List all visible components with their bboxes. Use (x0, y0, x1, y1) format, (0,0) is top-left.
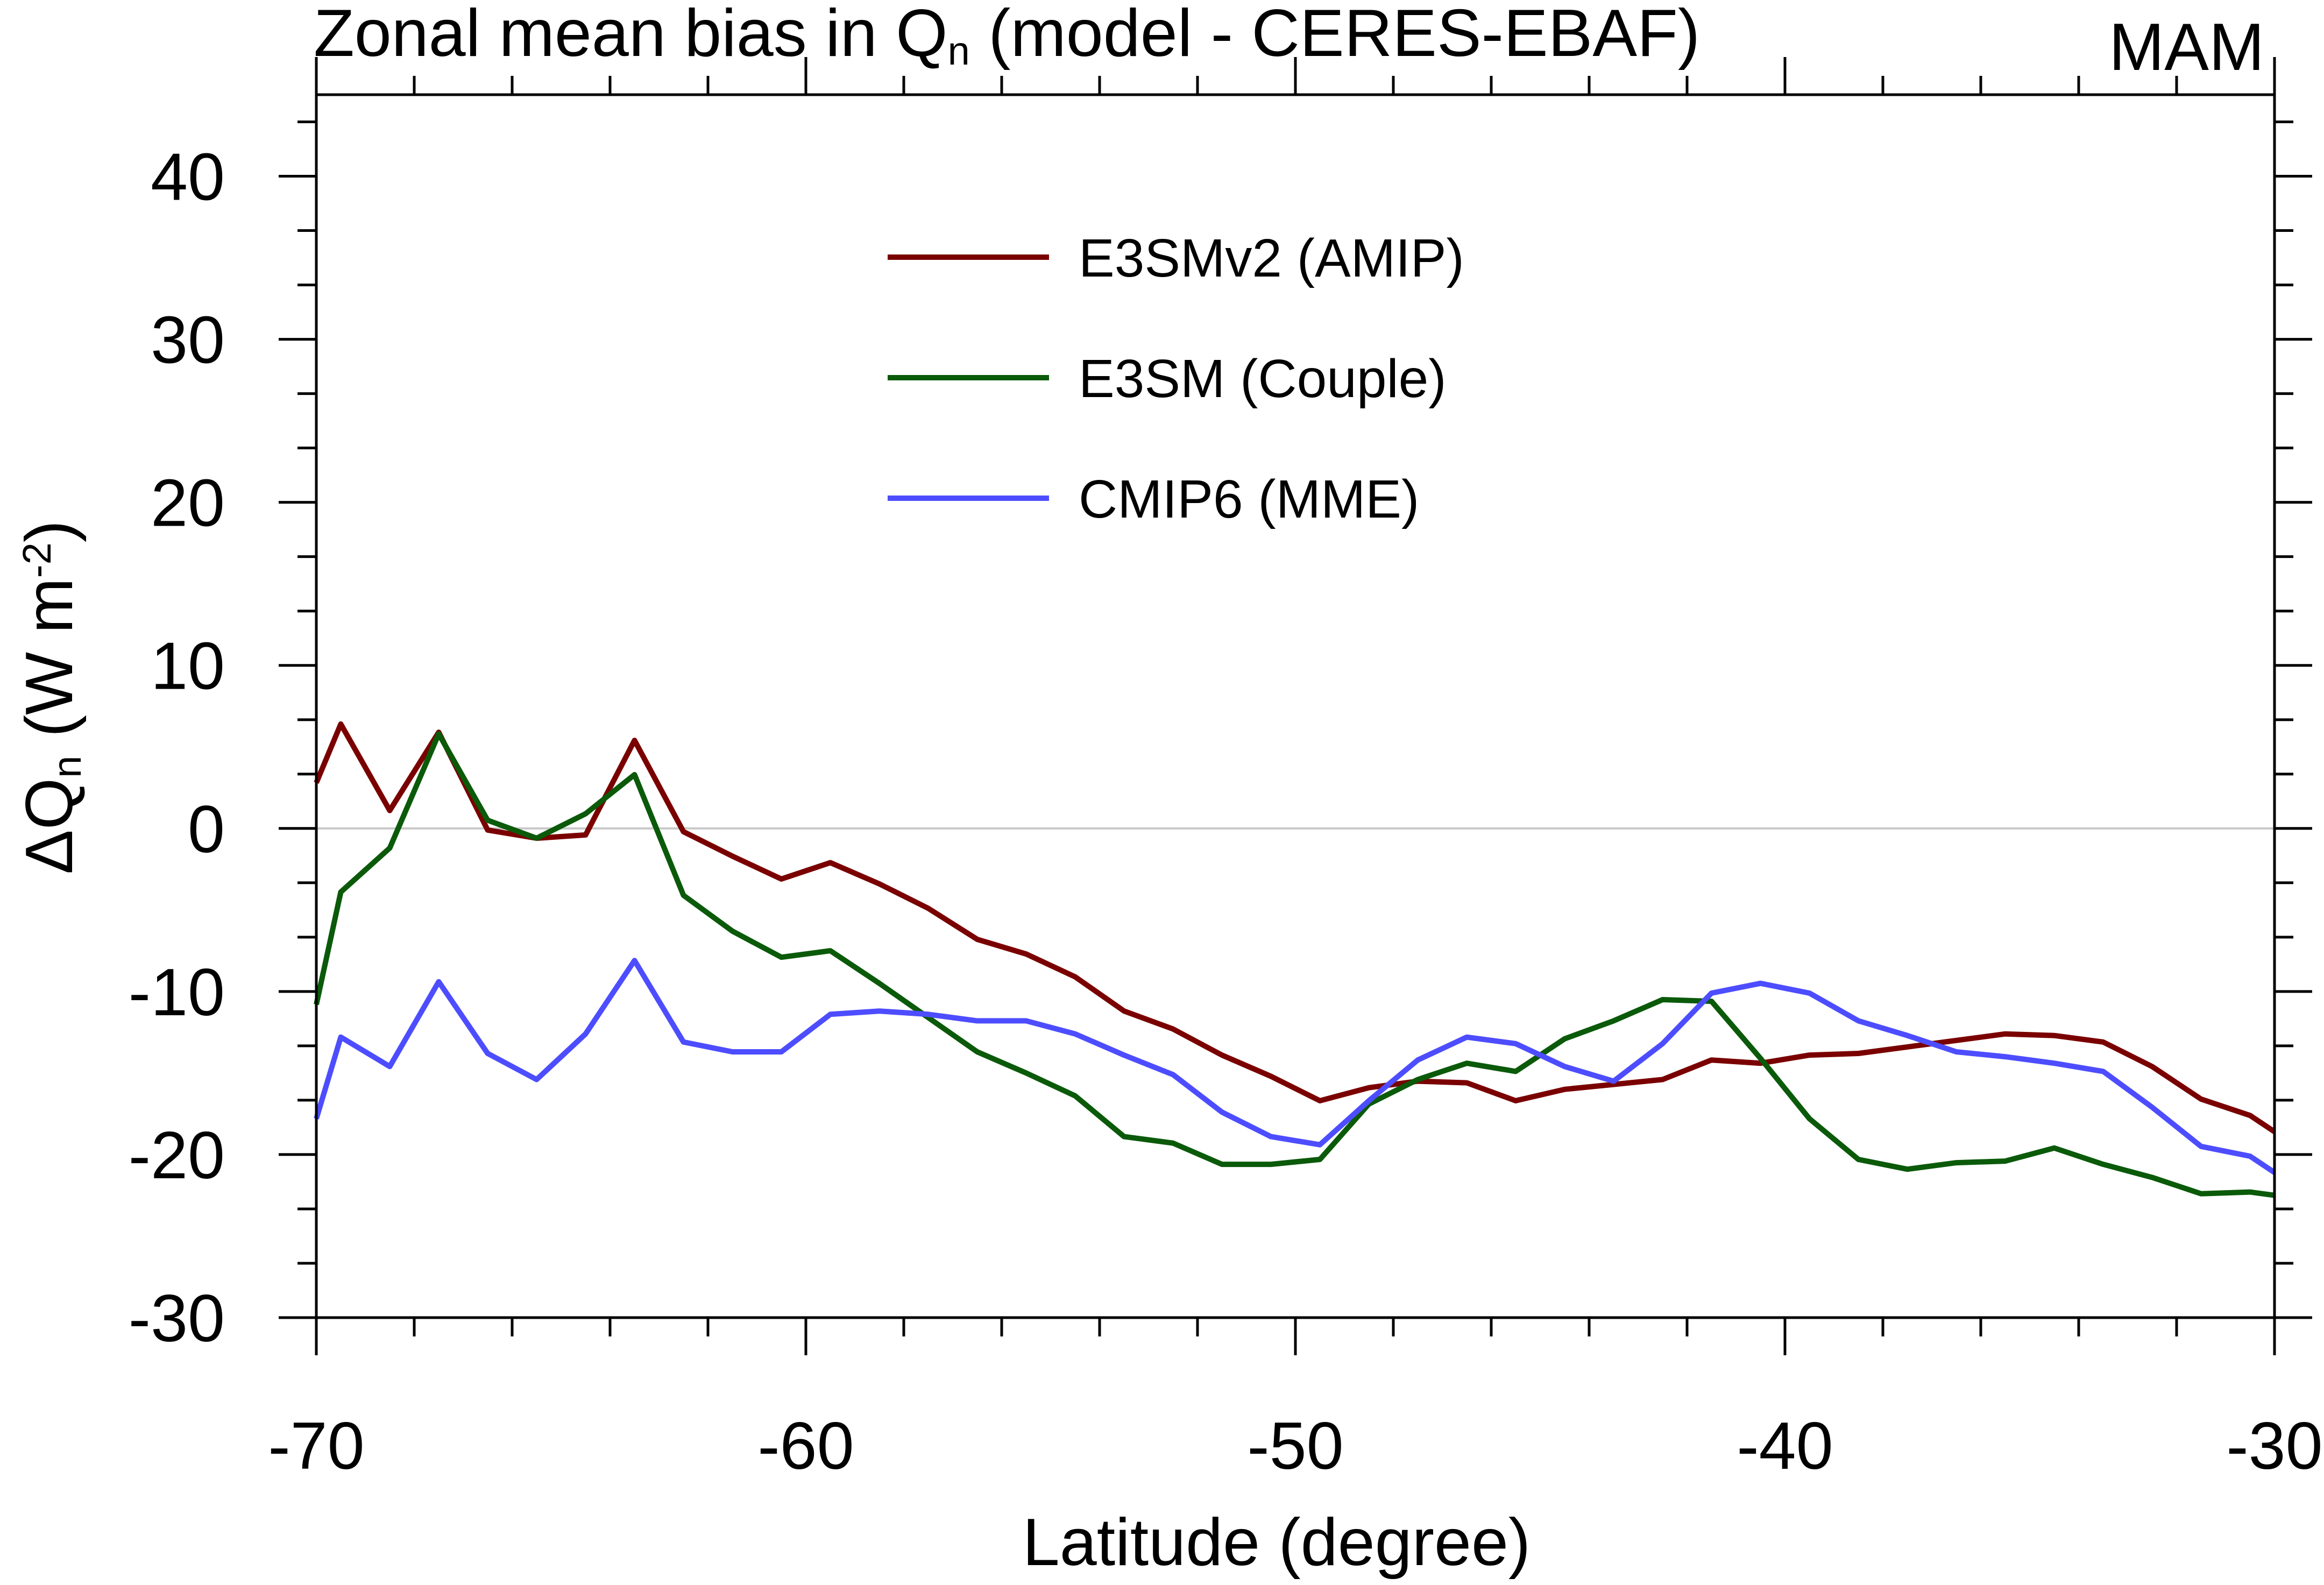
series-line-1 (314, 731, 2275, 1198)
season-label: MAM (2109, 10, 2265, 84)
legend-item-0: E3SMv2 (AMIP) (888, 228, 1464, 288)
series-line-2 (314, 958, 2276, 1175)
y-tick-label: 20 (151, 466, 225, 541)
x-tick-label: -50 (1247, 1409, 1343, 1483)
ticks-layer (279, 57, 2312, 1355)
legend: E3SMv2 (AMIP) E3SM (Couple) CMIP6 (MME) (888, 228, 1464, 529)
legend-label-2: CMIP6 (MME) (1079, 469, 1419, 529)
y-tick-label: 0 (188, 792, 225, 867)
tick-labels-layer: -70 -60 -50 -40 -30 -30 -20 -10 0 10 20 30 40 (129, 140, 2323, 1483)
y-axis-title: ΔQn (W m-2) (12, 520, 89, 875)
y-tick-label: -20 (129, 1119, 225, 1193)
series-line-0 (314, 721, 2276, 1134)
chart-title: Zonal mean bias in Qn (model - CERES-EBA… (314, 0, 1701, 73)
x-tick-label: -70 (268, 1409, 364, 1483)
legend-label-1: E3SM (Couple) (1079, 349, 1447, 409)
legend-item-1: E3SM (Couple) (888, 349, 1447, 409)
x-axis-title: Latitude (degree) (1022, 1505, 1531, 1580)
series-layer (314, 721, 2276, 1198)
y-tick-label: -30 (129, 1282, 225, 1356)
y-tick-label: -10 (129, 956, 225, 1030)
y-tick-label: 30 (151, 303, 225, 378)
y-tick-label: 40 (151, 140, 225, 215)
x-tick-label: -40 (1737, 1409, 1833, 1483)
x-tick-label: -60 (757, 1409, 854, 1483)
legend-label-0: E3SMv2 (AMIP) (1079, 228, 1464, 288)
legend-item-2: CMIP6 (MME) (888, 469, 1419, 529)
y-tick-label: 10 (151, 629, 225, 704)
x-tick-label: -30 (2226, 1409, 2322, 1483)
